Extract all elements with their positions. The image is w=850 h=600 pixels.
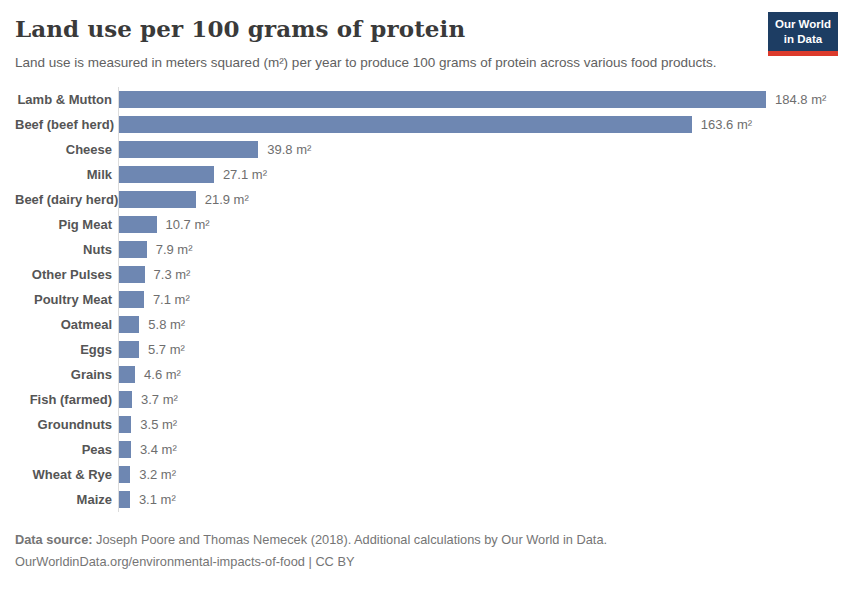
- bar-track: 4.6 m²: [118, 362, 835, 387]
- bar[interactable]: [119, 116, 692, 133]
- chart-page: Land use per 100 grams of protein Our Wo…: [0, 0, 850, 600]
- bar-track: 7.1 m²: [118, 287, 835, 312]
- bar[interactable]: [119, 491, 130, 508]
- chart-subtitle: Land use is measured in meters squared (…: [15, 53, 720, 74]
- value-label: 163.6 m²: [701, 117, 752, 132]
- category-label: Nuts: [15, 242, 118, 257]
- value-label: 10.7 m²: [166, 217, 210, 232]
- value-label: 7.3 m²: [154, 267, 191, 282]
- data-source-label: Data source:: [15, 532, 93, 547]
- bar-row: Peas 3.4 m²: [15, 437, 835, 462]
- bar-track: 3.5 m²: [118, 412, 835, 437]
- bar-row: Lamb & Mutton 184.8 m²: [15, 87, 835, 112]
- bar[interactable]: [119, 416, 131, 433]
- bar[interactable]: [119, 316, 139, 333]
- bar[interactable]: [119, 166, 214, 183]
- category-label: Beef (beef herd): [15, 117, 118, 132]
- bar-track: 3.4 m²: [118, 437, 835, 462]
- bar-row: Beef (dairy herd) 21.9 m²: [15, 187, 835, 212]
- bar[interactable]: [119, 266, 145, 283]
- category-label: Poultry Meat: [15, 292, 118, 307]
- value-label: 3.7 m²: [141, 392, 178, 407]
- category-label: Wheat & Rye: [15, 467, 118, 482]
- category-label: Eggs: [15, 342, 118, 357]
- value-label: 21.9 m²: [205, 192, 249, 207]
- bar[interactable]: [119, 216, 157, 233]
- bar-row: Eggs 5.7 m²: [15, 337, 835, 362]
- value-label: 184.8 m²: [775, 92, 826, 107]
- value-label: 3.2 m²: [139, 467, 176, 482]
- data-source-text: Joseph Poore and Thomas Nemecek (2018). …: [93, 532, 608, 547]
- license-line: OurWorldinData.org/environmental-impacts…: [15, 551, 835, 573]
- owid-logo: Our World in Data: [768, 12, 838, 56]
- value-label: 3.4 m²: [140, 442, 177, 457]
- bar[interactable]: [119, 366, 135, 383]
- category-label: Milk: [15, 167, 118, 182]
- chart-footer: Data source: Joseph Poore and Thomas Nem…: [15, 529, 835, 574]
- bar-track: 184.8 m²: [118, 87, 835, 112]
- category-label: Grains: [15, 367, 118, 382]
- bar-row: Oatmeal 5.8 m²: [15, 312, 835, 337]
- bar[interactable]: [119, 91, 766, 108]
- bar-track: 3.2 m²: [118, 462, 835, 487]
- bar[interactable]: [119, 391, 132, 408]
- bar-row: Nuts 7.9 m²: [15, 237, 835, 262]
- bar[interactable]: [119, 341, 139, 358]
- category-label: Beef (dairy herd): [15, 192, 118, 207]
- bar[interactable]: [119, 291, 144, 308]
- value-label: 5.7 m²: [148, 342, 185, 357]
- bar[interactable]: [119, 191, 196, 208]
- bar-track: 21.9 m²: [118, 187, 835, 212]
- bar-row: Groundnuts 3.5 m²: [15, 412, 835, 437]
- bar[interactable]: [119, 466, 130, 483]
- category-label: Oatmeal: [15, 317, 118, 332]
- bar-row: Pig Meat 10.7 m²: [15, 212, 835, 237]
- bar-track: 3.7 m²: [118, 387, 835, 412]
- value-label: 5.8 m²: [148, 317, 185, 332]
- value-label: 3.1 m²: [139, 492, 176, 507]
- category-label: Peas: [15, 442, 118, 457]
- page-title: Land use per 100 grams of protein: [15, 14, 835, 44]
- category-label: Groundnuts: [15, 417, 118, 432]
- bar-row: Wheat & Rye 3.2 m²: [15, 462, 835, 487]
- value-label: 7.9 m²: [156, 242, 193, 257]
- value-label: 7.1 m²: [153, 292, 190, 307]
- bar-track: 7.3 m²: [118, 262, 835, 287]
- bar-row: Poultry Meat 7.1 m²: [15, 287, 835, 312]
- bar-row: Other Pulses 7.3 m²: [15, 262, 835, 287]
- bar-track: 10.7 m²: [118, 212, 835, 237]
- category-label: Fish (farmed): [15, 392, 118, 407]
- category-label: Cheese: [15, 142, 118, 157]
- bar-track: 5.7 m²: [118, 337, 835, 362]
- category-label: Maize: [15, 492, 118, 507]
- bar[interactable]: [119, 141, 258, 158]
- value-label: 4.6 m²: [144, 367, 181, 382]
- bar-chart: Lamb & Mutton 184.8 m² Beef (beef herd) 163…: [15, 87, 835, 512]
- bar-row: Maize 3.1 m²: [15, 487, 835, 512]
- bar-track: 39.8 m²: [118, 137, 835, 162]
- data-source-line: Data source: Joseph Poore and Thomas Nem…: [15, 529, 835, 551]
- value-label: 39.8 m²: [267, 142, 311, 157]
- value-label: 3.5 m²: [140, 417, 177, 432]
- bar[interactable]: [119, 241, 147, 258]
- category-label: Other Pulses: [15, 267, 118, 282]
- bar-row: Beef (beef herd) 163.6 m²: [15, 112, 835, 137]
- value-label: 27.1 m²: [223, 167, 267, 182]
- bar-track: 163.6 m²: [118, 112, 835, 137]
- owid-logo-line1: Our World: [775, 17, 831, 32]
- bar-row: Grains 4.6 m²: [15, 362, 835, 387]
- bar-row: Milk 27.1 m²: [15, 162, 835, 187]
- category-label: Pig Meat: [15, 217, 118, 232]
- bar-track: 7.9 m²: [118, 237, 835, 262]
- owid-logo-line2: in Data: [775, 32, 831, 47]
- bar-track: 5.8 m²: [118, 312, 835, 337]
- bar-row: Cheese 39.8 m²: [15, 137, 835, 162]
- bar-track: 3.1 m²: [118, 487, 835, 512]
- bar-track: 27.1 m²: [118, 162, 835, 187]
- category-label: Lamb & Mutton: [15, 92, 118, 107]
- bar-row: Fish (farmed) 3.7 m²: [15, 387, 835, 412]
- bar[interactable]: [119, 441, 131, 458]
